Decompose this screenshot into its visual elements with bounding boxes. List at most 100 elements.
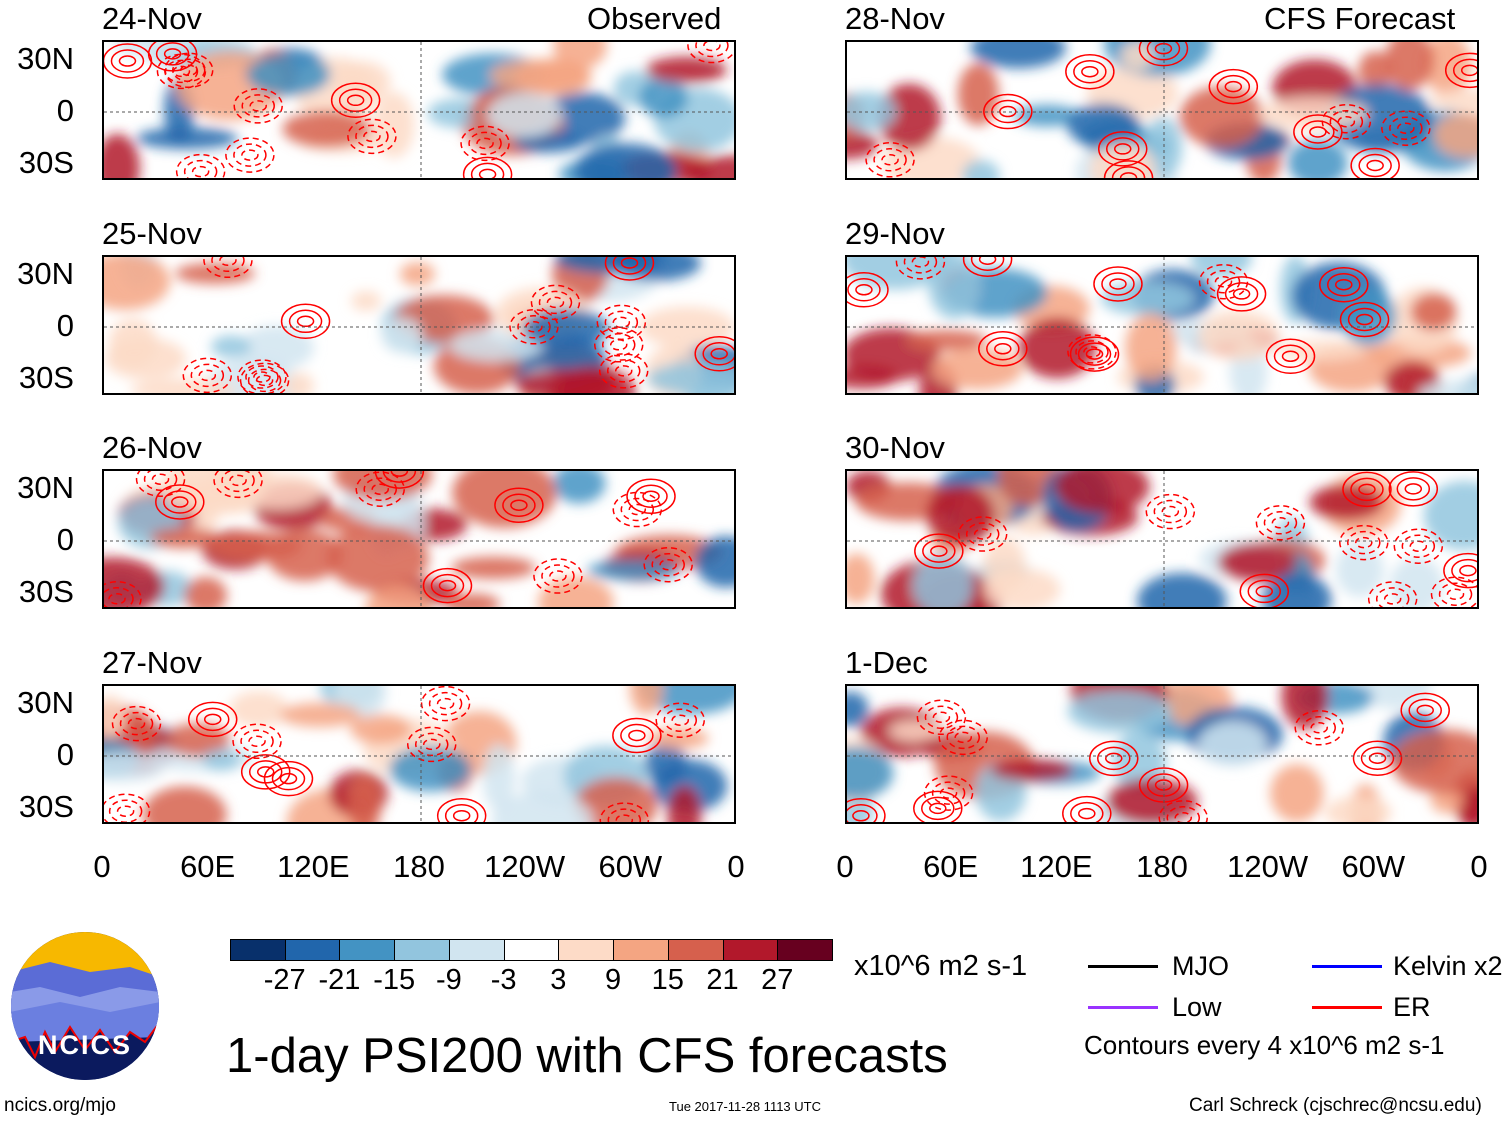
er-contour [609,339,628,351]
er-contour [612,491,663,528]
map-panel [845,40,1479,180]
lon-tick-label: 0 [93,849,111,884]
anomaly-blob [1433,112,1477,158]
er-contour [1352,740,1403,776]
er-contour [248,760,283,784]
er-contour [932,711,951,724]
map-panel [102,469,736,609]
er-contour [221,471,255,493]
er-contour [452,809,471,822]
legend-label-low: Low [1172,992,1222,1022]
lat-tick-label: 0 [56,737,74,772]
er-contour [253,371,271,383]
anomaly-blob [104,337,187,380]
lon-tick-label: 60W [598,849,663,884]
anomaly-blob [522,308,609,349]
anomaly-blob [847,553,875,604]
er-contour [1409,540,1428,552]
er-contour [1350,477,1384,502]
anomaly-blob [1270,764,1324,822]
anomaly-blob [1262,573,1332,607]
lat-tick-label: 30N [17,256,74,291]
er-contour [1400,692,1450,729]
colorbar-level-label: -9 [436,964,462,996]
anomaly-blob [1417,380,1477,393]
er-contour [1337,115,1356,128]
lon-tick-label: 0 [727,849,745,884]
anomaly-blob [648,727,709,750]
er-contour [962,257,1013,277]
lon-tick-label: 120W [484,849,566,884]
anomaly-blob [130,378,237,393]
er-contour [382,471,417,483]
colorbar-level-label: 21 [706,964,739,996]
er-contour [1339,524,1389,561]
er-contour [346,94,365,107]
anomaly-blob [1137,572,1227,607]
er-contour [921,796,955,821]
colorbar-level-label: 9 [605,964,622,996]
footer-timestamp: Tue 2017-11-28 1113 UTC [669,1099,821,1114]
er-contour [143,471,178,491]
lat-tick-label: 30N [17,685,74,720]
er-contour [1085,348,1104,360]
er-contour [1093,266,1143,302]
anomaly-blob [389,746,471,792]
er-contour [1232,288,1251,300]
er-contour [164,59,199,84]
anomaly-blob [279,702,361,728]
er-contour [119,711,154,736]
lon-tick-label: 60W [1341,849,1406,884]
er-contour [248,735,266,748]
er-contour [422,738,441,751]
er-contour [1113,143,1132,155]
er-contour [1153,499,1188,524]
anomaly-blob [587,559,681,581]
er-contour [546,296,565,309]
anomaly-blob [104,257,171,311]
anomaly-blob [333,471,433,501]
er-contour [406,726,457,763]
anomaly-blob [1100,281,1195,316]
er-contour [111,705,162,742]
colorbar-swatch [558,939,615,961]
er-contour [620,723,654,748]
anomaly-blob [1277,340,1366,361]
colorbar-level-label: -27 [263,964,306,996]
footer-url[interactable]: ncics.org/mjo [4,1095,116,1116]
anomaly-blob [482,744,516,812]
er-contour [1097,131,1148,167]
er-contour [1366,159,1384,172]
er-contour [1438,582,1473,606]
er-contour [390,471,409,477]
lat-tick-label: 30S [18,574,74,609]
anomaly-blob [174,262,256,284]
er-contour [151,473,170,485]
er-contour [355,124,389,149]
anomaly-blob [1198,310,1280,361]
panel-date-title: 28-Nov [845,1,945,36]
panel-date-title: 29-Nov [845,216,945,251]
anomaly-blob [926,484,995,547]
er-contour [1208,68,1259,105]
er-contour [694,336,734,372]
map-field [104,471,734,607]
lon-tick-label: 180 [1136,849,1188,884]
er-contour [1350,147,1400,178]
map-field [847,471,1477,607]
er-contour [612,316,631,329]
er-contour [1206,269,1241,294]
er-contour [1388,471,1439,507]
anomaly-blob [1125,313,1177,382]
legend-label-mjo: MJO [1172,951,1229,981]
colorbar-swatch [722,939,779,961]
er-contour [847,804,878,822]
er-contour [1358,483,1376,496]
map-field [104,42,734,178]
er-contour [978,331,1028,367]
er-contour [1401,534,1436,558]
anomaly-blob [847,691,869,728]
er-contour [1247,579,1282,604]
panel-date-title: 30-Nov [845,430,945,465]
map-field [104,686,734,822]
